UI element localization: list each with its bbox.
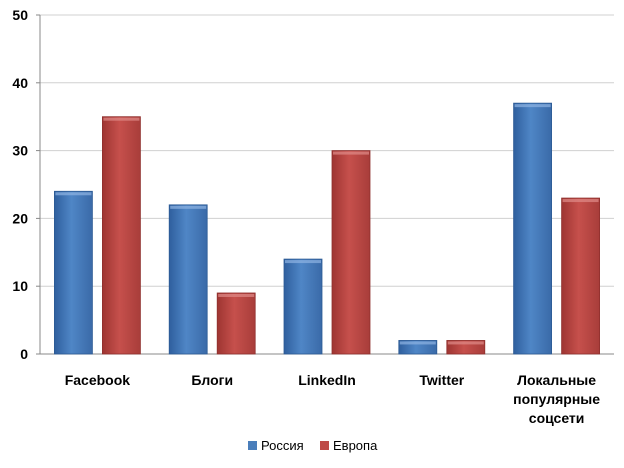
bar-highlight-0-0: [55, 192, 92, 196]
bar-russia-2: [283, 258, 323, 355]
y-tick-label: 0: [20, 346, 28, 362]
bar-highlight-0-1: [170, 205, 207, 209]
x-tick-label: Локальные: [517, 372, 596, 388]
legend-label-1: Европа: [333, 438, 378, 453]
bar-highlight-0-2: [285, 260, 321, 264]
bar-highlight-1-4: [562, 199, 599, 203]
y-tick-label: 50: [12, 7, 28, 23]
axis-labels: 0 10 20 30 40 50 Facebook Блоги LinkedIn Twitter Л…: [12, 7, 600, 426]
bar-europe-0: [102, 116, 141, 355]
x-tick-label: LinkedIn: [298, 372, 356, 388]
x-tick-label: Блоги: [191, 372, 233, 388]
bar-highlight-0-4: [514, 104, 551, 108]
x-tick-label: Twitter: [419, 372, 464, 388]
bar-russia-4: [513, 102, 552, 355]
bar-europe-1: [216, 292, 256, 355]
bar-highlight-0-3: [399, 341, 436, 345]
bar-europe-4: [561, 197, 600, 355]
bar-highlight-1-1: [218, 293, 255, 297]
y-tick-label: 30: [12, 143, 28, 159]
bars: [54, 102, 600, 355]
x-tick-label: популярные: [513, 391, 600, 407]
legend-swatch-1: [320, 441, 329, 450]
x-tick-label: Facebook: [65, 372, 131, 388]
bar-russia-0: [54, 190, 93, 355]
bar-highlight-1-0: [103, 117, 140, 121]
y-tick-label: 10: [12, 278, 28, 294]
legend-label-0: Россия: [261, 438, 304, 453]
bar-europe-2: [331, 150, 371, 355]
bar-highlight-1-2: [333, 151, 369, 155]
legend: Россия Европа: [248, 438, 378, 453]
x-tick-label: соцсети: [529, 410, 585, 426]
y-tick-label: 20: [12, 210, 28, 226]
bar-russia-1: [168, 204, 208, 355]
y-tick-label: 40: [12, 75, 28, 91]
bar-highlight-1-3: [447, 341, 484, 345]
legend-swatch-0: [248, 441, 257, 450]
